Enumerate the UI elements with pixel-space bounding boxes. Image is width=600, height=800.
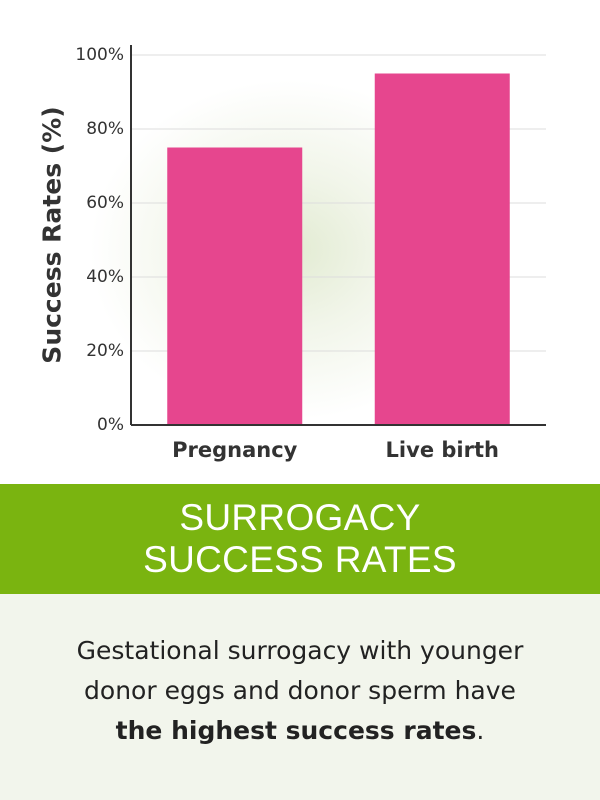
category-label: Pregnancy [172, 438, 298, 462]
description-period: . [476, 716, 485, 745]
y-tick-label: 40% [86, 267, 124, 287]
description-panel: Gestational surrogacy with younger donor… [0, 594, 600, 800]
chart-area: 0% 20% 40% 60% 80% 100% Pregnancy Live birth S… [0, 0, 600, 484]
description-emphasis: the highest success rates [115, 716, 477, 745]
title-banner: SURROGACY SUCCESS RATES [0, 484, 600, 594]
y-tick-label: 20% [86, 341, 124, 361]
banner-title-line-1: SURROGACY [179, 497, 421, 538]
banner-title-line-2: SUCCESS RATES [143, 539, 457, 580]
y-tick-label: 0% [97, 415, 124, 435]
description-line-1: Gestational surrogacy with younger [76, 636, 524, 665]
axes [130, 45, 546, 426]
y-tick-labels: 0% 20% 40% 60% 80% 100% [75, 45, 124, 435]
y-tick-label: 100% [75, 45, 124, 65]
description-line-3: the highest success rates. [116, 711, 485, 751]
category-labels: Pregnancy Live birth [172, 438, 499, 462]
y-tick-label: 80% [86, 119, 124, 139]
bar-chart: 0% 20% 40% 60% 80% 100% Pregnancy Live birth S… [38, 45, 546, 462]
category-label: Live birth [386, 438, 499, 462]
y-axis-label: Success Rates (%) [38, 106, 67, 363]
bar-pregnancy [167, 147, 303, 425]
bar-live-birth [374, 73, 510, 425]
description-line-2: donor eggs and donor sperm have [84, 676, 516, 705]
y-tick-label: 60% [86, 193, 124, 213]
bars [167, 73, 510, 425]
